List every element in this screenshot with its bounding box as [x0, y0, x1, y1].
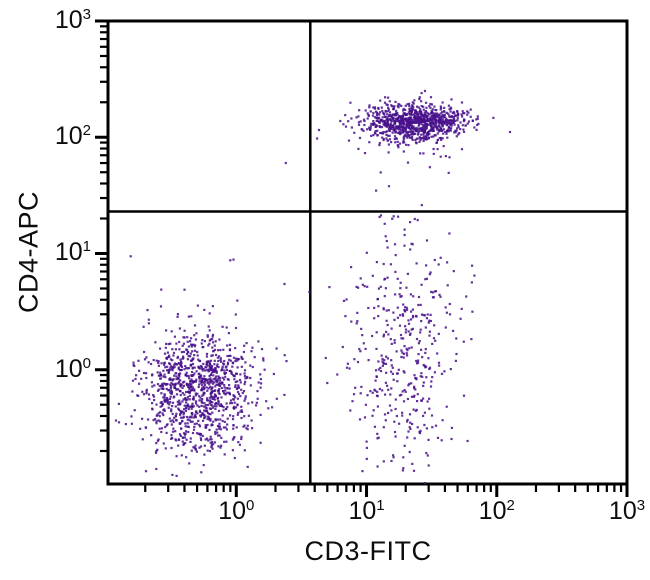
axis-ticks [95, 19, 629, 497]
y-axis-title: CD4-APC [13, 190, 44, 314]
y-axis-tick-label: 101 [54, 238, 91, 267]
plot-border [106, 19, 629, 486]
y-axis-tick-label: 102 [54, 122, 91, 151]
x-axis-title: CD3-FITC [304, 536, 432, 566]
x-axis-tick-label: 102 [478, 497, 515, 525]
x-axis-tick-label: 103 [608, 497, 646, 525]
x-axis-tick-label: 101 [348, 497, 385, 525]
data-points-layer [114, 89, 512, 485]
quadrant-gate-lines [108, 21, 627, 484]
y-axis-tick-label: 103 [54, 6, 91, 34]
y-axis-tick-label: 100 [54, 354, 91, 383]
x-axis-tick-label: 100 [218, 497, 255, 525]
